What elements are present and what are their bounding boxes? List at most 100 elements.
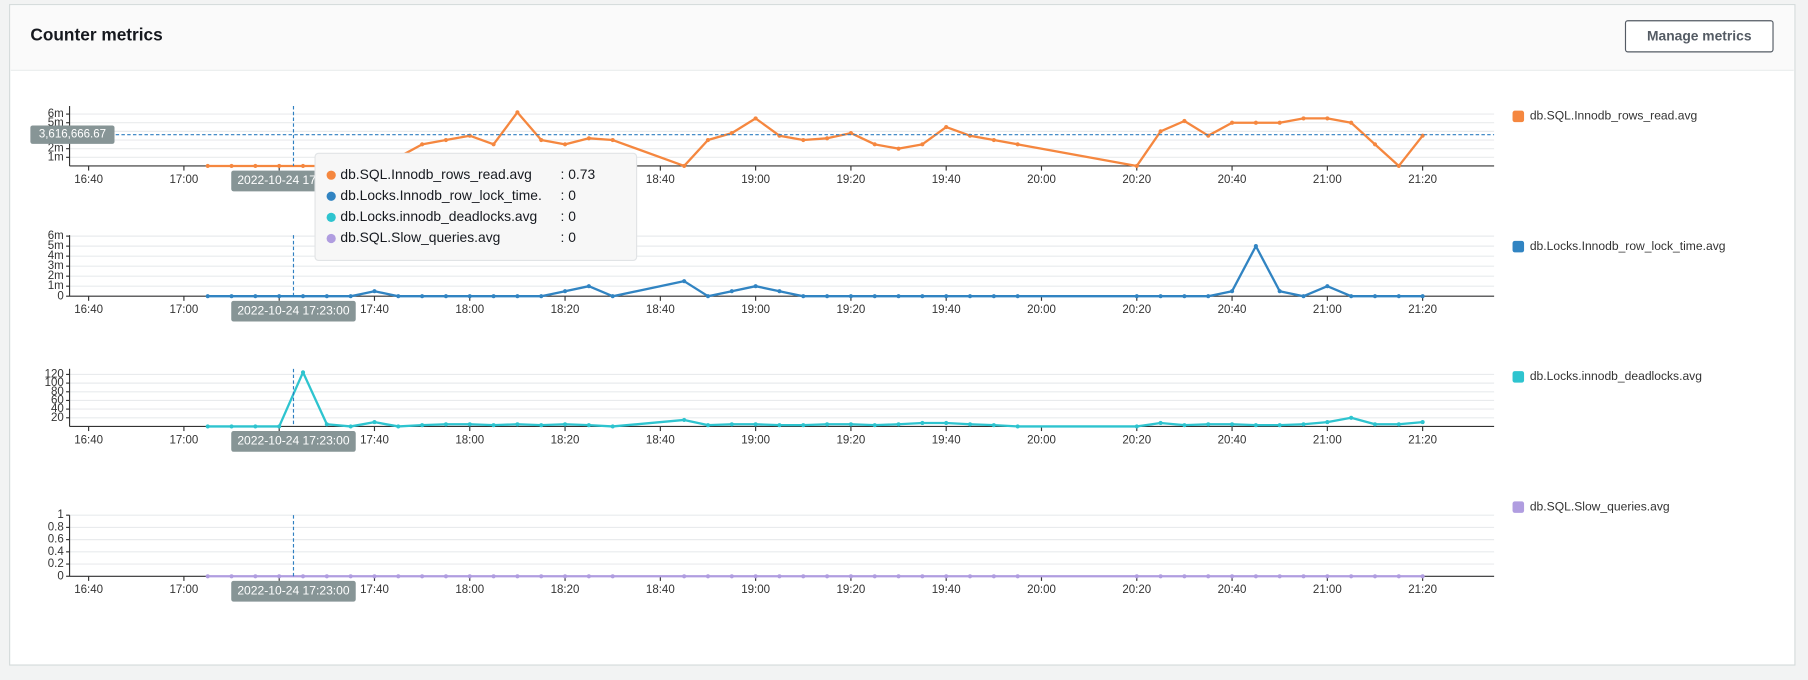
point xyxy=(1015,574,1020,579)
tooltip-dot xyxy=(326,191,336,201)
legend-swatch xyxy=(1512,501,1525,513)
point xyxy=(991,574,996,579)
point xyxy=(372,574,377,579)
x-tick-label: 19:40 xyxy=(932,434,961,446)
point xyxy=(539,137,544,143)
point xyxy=(825,294,830,299)
point xyxy=(539,574,544,579)
tooltip: db.SQL.Innodb_rows_read.avg: 0.73 db.Lock… xyxy=(314,152,638,262)
point xyxy=(253,424,258,429)
crosshair-time: 2022-10-24 17:23:00 xyxy=(237,583,350,597)
point xyxy=(705,294,711,299)
x-tick-label: 17:40 xyxy=(360,434,389,446)
x-tick-label: 19:40 xyxy=(932,174,961,186)
x-tick-label: 20:00 xyxy=(1027,434,1056,446)
point xyxy=(801,574,806,579)
point xyxy=(1372,294,1378,299)
x-tick-label: 20:40 xyxy=(1218,304,1247,316)
point xyxy=(801,137,806,143)
legend-label: db.SQL.Slow_queries.avg xyxy=(1530,499,1670,513)
point xyxy=(705,423,711,428)
x-tick-label: 20:40 xyxy=(1218,434,1247,446)
point xyxy=(753,574,758,579)
button-label[interactable]: Manage metrics xyxy=(1647,28,1752,44)
point xyxy=(801,294,806,299)
point xyxy=(610,294,615,299)
point xyxy=(944,574,949,579)
point xyxy=(443,422,449,427)
x-tick-label: 18:00 xyxy=(455,584,484,596)
point xyxy=(562,422,568,427)
point xyxy=(372,420,377,425)
tooltip-name: db.Locks.Innodb_row_lock_time. xyxy=(340,187,541,203)
point xyxy=(896,294,901,299)
x-tick-label: 21:20 xyxy=(1408,584,1437,596)
point xyxy=(920,294,925,299)
point xyxy=(1325,284,1330,289)
y-tick-label: 5m xyxy=(48,240,64,252)
point xyxy=(896,574,901,579)
x-tick-label: 16:40 xyxy=(74,304,103,316)
x-tick-label: 20:20 xyxy=(1122,434,1151,446)
point xyxy=(562,142,568,147)
x-tick-label: 21:00 xyxy=(1313,434,1342,446)
point xyxy=(1158,574,1163,579)
point xyxy=(205,574,210,579)
point xyxy=(539,294,544,299)
point xyxy=(872,294,877,299)
point xyxy=(1396,422,1401,427)
y-tick-label: 40 xyxy=(51,403,64,415)
point xyxy=(1253,423,1258,428)
point xyxy=(872,142,877,147)
point xyxy=(229,574,234,579)
point xyxy=(539,423,544,428)
point xyxy=(420,294,425,299)
point xyxy=(991,137,996,143)
legend-label: db.Locks.innodb_deadlocks.avg xyxy=(1530,369,1702,383)
point xyxy=(825,574,830,579)
x-tick-label: 18:20 xyxy=(551,584,580,596)
y-tick-label: 0.4 xyxy=(48,546,65,558)
panel xyxy=(9,4,1796,666)
point xyxy=(277,574,282,579)
point xyxy=(229,294,234,299)
legend-swatch xyxy=(1512,371,1525,383)
point xyxy=(1158,294,1163,299)
x-tick-label: 21:20 xyxy=(1408,434,1437,446)
y-tick-label: 0 xyxy=(57,570,63,582)
crosshair-value: 3,616,666.67 xyxy=(39,129,106,141)
point xyxy=(372,289,377,294)
y-tick-label: 0.2 xyxy=(48,558,64,570)
x-tick-label: 18:40 xyxy=(646,304,675,316)
point xyxy=(1396,294,1401,299)
point xyxy=(1349,574,1354,579)
point xyxy=(753,116,758,121)
point xyxy=(682,163,687,169)
point xyxy=(491,294,496,299)
tooltip-box xyxy=(314,152,638,262)
charts: 1m2m3m4m5m6m16:4017:0017:2017:4018:0018:… xyxy=(30,106,1725,602)
x-tick-label: 18:40 xyxy=(646,174,675,186)
x-tick-label: 20:20 xyxy=(1122,304,1151,316)
point xyxy=(253,294,258,299)
legend-label: db.Locks.Innodb_row_lock_time.avg xyxy=(1530,239,1726,253)
y-tick-label: 1m xyxy=(48,151,64,163)
point xyxy=(729,289,734,294)
point xyxy=(1420,133,1425,138)
point xyxy=(1134,574,1139,579)
point xyxy=(801,423,806,428)
point xyxy=(1182,118,1187,124)
point xyxy=(515,110,520,115)
point xyxy=(1229,422,1235,427)
point xyxy=(277,294,282,299)
point xyxy=(420,574,425,579)
manage-metrics-button[interactable] xyxy=(1624,20,1774,53)
x-tick-label: 21:20 xyxy=(1408,304,1437,316)
x-tick-label: 19:40 xyxy=(932,304,961,316)
point xyxy=(920,142,925,147)
crosshair-value-box xyxy=(30,125,115,144)
y-tick-label: 60 xyxy=(51,394,64,406)
point xyxy=(586,284,591,289)
point xyxy=(1301,574,1306,579)
point xyxy=(515,574,520,579)
